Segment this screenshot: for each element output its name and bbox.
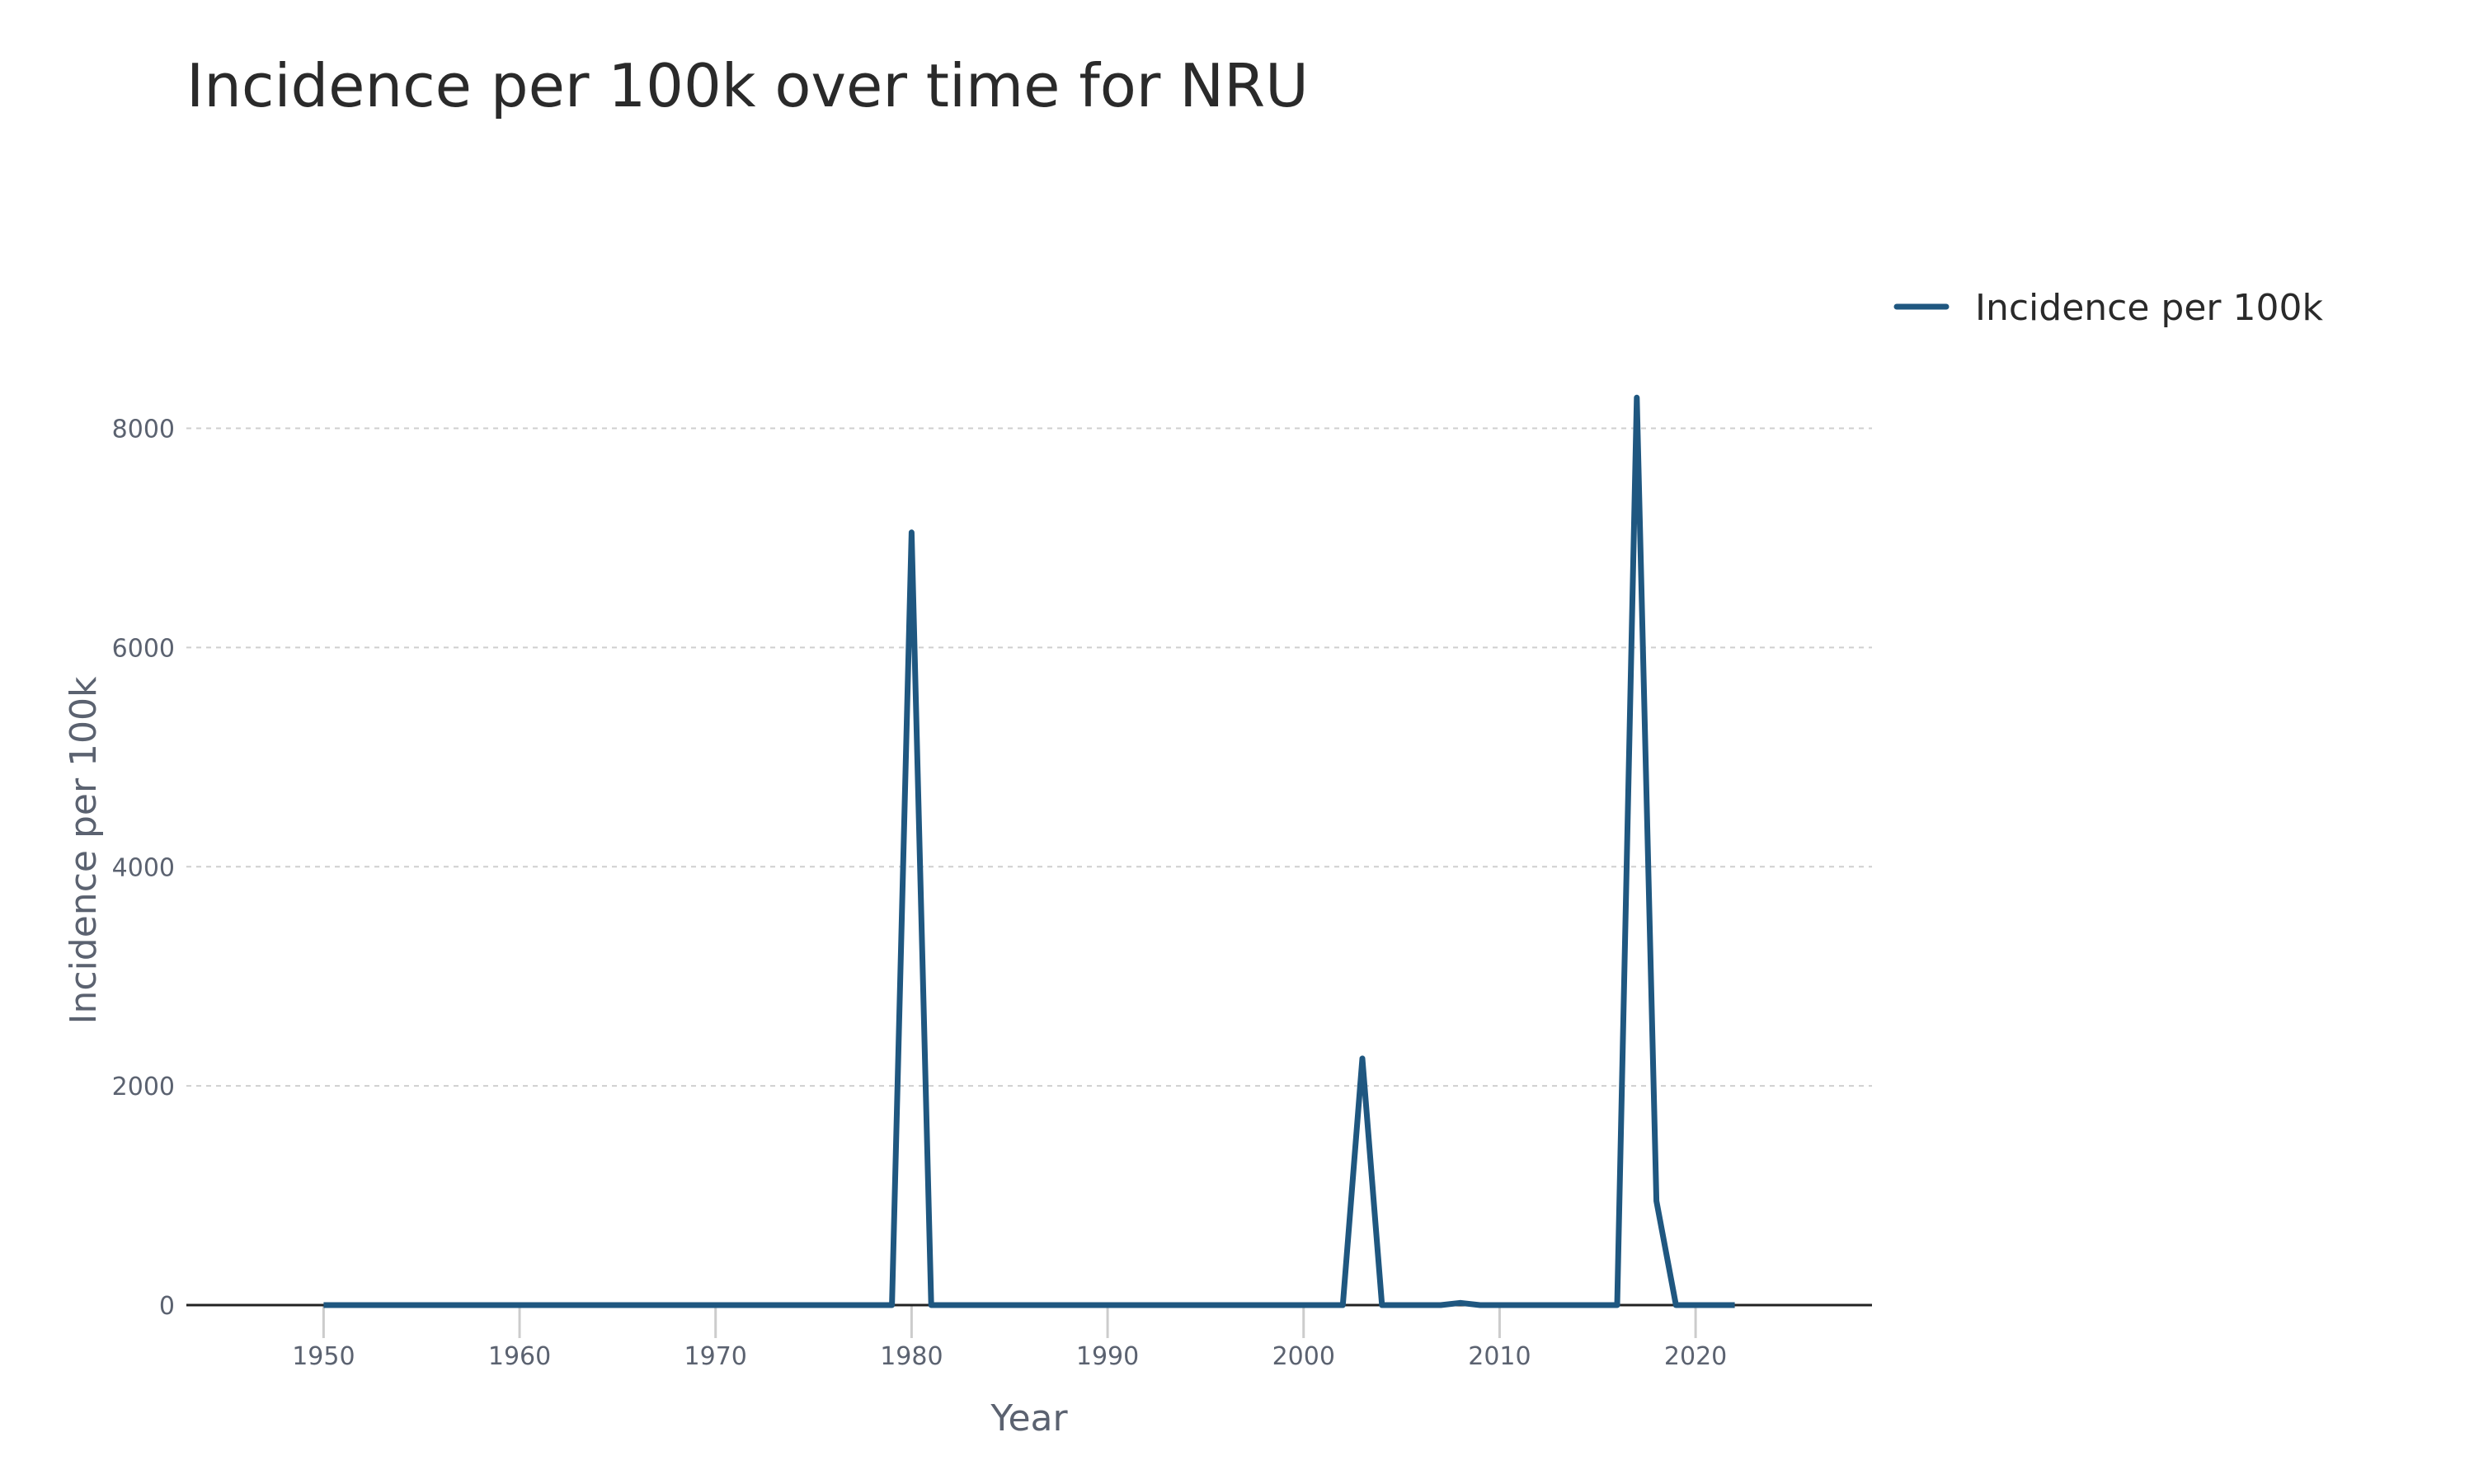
chart-title: Incidence per 100k over time for NRU xyxy=(186,51,1309,120)
y-tick-label: 6000 xyxy=(112,634,175,663)
y-tick-label: 4000 xyxy=(112,853,175,882)
y-axis-title: Incidence per 100k xyxy=(63,676,105,1024)
x-tick-label: 1970 xyxy=(684,1342,747,1371)
x-tick-label: 1980 xyxy=(880,1342,943,1371)
x-tick-label: 2010 xyxy=(1468,1342,1531,1371)
y-axis-ticks: 0 2000 4000 6000 8000 xyxy=(112,416,175,1321)
legend[interactable]: Incidence per 100k xyxy=(1893,287,2323,329)
y-tick-label: 8000 xyxy=(112,416,175,444)
grid-lines xyxy=(186,427,1872,1087)
x-axis-ticks: 1950 1960 1970 1980 1990 2000 2010 2020 xyxy=(292,1305,1727,1371)
x-axis-title: Year xyxy=(990,1397,1068,1439)
x-tick-label: 1990 xyxy=(1076,1342,1139,1371)
x-tick-label: 1950 xyxy=(292,1342,355,1371)
y-tick-label: 0 xyxy=(159,1292,175,1321)
series-group xyxy=(323,394,1735,1308)
x-tick-label: 1960 xyxy=(488,1342,551,1371)
y-tick-label: 2000 xyxy=(112,1073,175,1101)
x-tick-label: 2000 xyxy=(1272,1342,1335,1371)
series-line[interactable] xyxy=(323,394,1735,1308)
legend-label: Incidence per 100k xyxy=(1975,287,2323,329)
x-tick-label: 2020 xyxy=(1664,1342,1727,1371)
